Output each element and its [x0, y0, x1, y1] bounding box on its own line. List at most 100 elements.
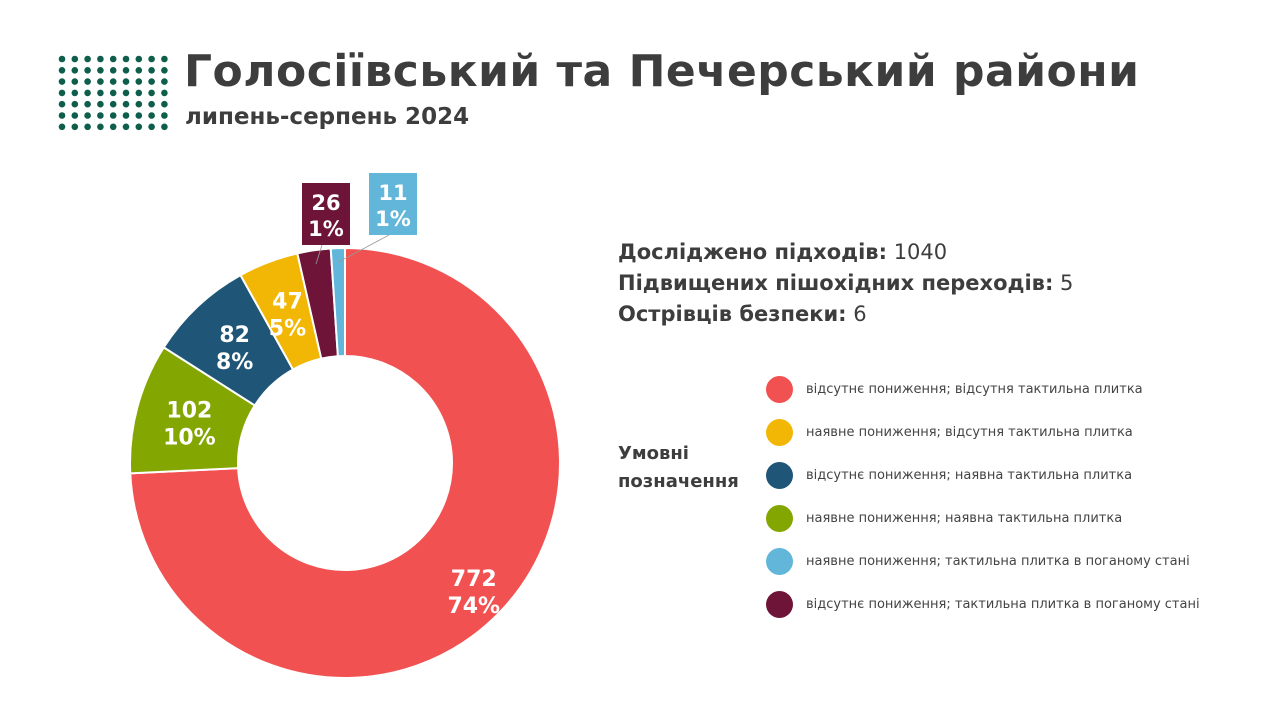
dot: [135, 89, 143, 97]
dot: [97, 89, 104, 97]
slice-0: [129, 246, 561, 679]
legend-item: наявне пониження; наявна тактильна плитк…: [766, 497, 1200, 540]
legend-item: наявне пониження; тактильна плитка в пог…: [766, 540, 1200, 583]
dot: [161, 67, 168, 74]
dot: [109, 112, 117, 119]
dot: [148, 78, 155, 85]
dot: [122, 100, 130, 108]
slice-5: [329, 246, 346, 358]
dot: [135, 67, 143, 74]
legend-label: наявне пониження; відсутня тактильна пли…: [806, 425, 1133, 440]
stat-islands: Острівців безпеки: 6: [618, 302, 867, 326]
dot: [148, 112, 155, 119]
data-label-value: 11: [378, 181, 407, 205]
dot: [122, 89, 130, 97]
dot: [71, 89, 79, 97]
legend-item: наявне пониження; відсутня тактильна пли…: [766, 411, 1200, 454]
dot: [109, 123, 117, 131]
dot: [71, 123, 79, 131]
data-label-value: 47: [272, 290, 303, 315]
legend-label: відсутнє пониження; тактильна плитка в п…: [806, 597, 1200, 612]
legend-swatch: [766, 376, 793, 403]
dot: [161, 89, 168, 97]
legend-item: відсутнє пониження; тактильна плитка в п…: [766, 583, 1200, 626]
dot: [71, 78, 79, 85]
dot: [161, 123, 168, 131]
page-title: Голосіївський та Печерський райони: [184, 46, 1140, 97]
stat-raised-crossings: Підвищених пішохідних переходів: 5: [618, 271, 1074, 295]
data-label-value: 102: [166, 399, 212, 424]
dot: [58, 123, 66, 131]
dot: [122, 123, 130, 131]
page-subtitle: липень-серпень 2024: [185, 104, 470, 130]
dot: [161, 112, 168, 119]
legend-item: відсутнє пониження; відсутня тактильна п…: [766, 368, 1200, 411]
dot: [84, 112, 91, 119]
legend-label: відсутнє пониження; відсутня тактильна п…: [806, 382, 1143, 397]
dot-grid-logo: [58, 55, 168, 131]
data-label-value: 772: [451, 567, 497, 592]
dot: [58, 55, 66, 63]
dot: [148, 89, 155, 97]
data-label-pct: 1%: [375, 207, 411, 231]
dot: [71, 112, 79, 119]
dot: [97, 78, 104, 85]
legend: відсутнє пониження; відсутня тактильна п…: [766, 368, 1200, 626]
dot: [122, 67, 130, 74]
dot: [58, 67, 66, 74]
dot: [148, 100, 155, 108]
dot: [97, 67, 104, 74]
data-label-pct: 74%: [447, 594, 500, 619]
dot: [148, 67, 155, 74]
stat-approaches: Досліджено підходів: 1040: [618, 240, 948, 264]
dot: [97, 55, 104, 63]
legend-label: відсутнє пониження; наявна тактильна пли…: [806, 468, 1133, 483]
dot: [109, 78, 117, 85]
legend-swatch: [766, 548, 793, 575]
dot: [148, 55, 155, 63]
legend-swatch: [766, 505, 793, 532]
dot: [71, 100, 79, 108]
legend-item: відсутнє пониження; наявна тактильна пли…: [766, 454, 1200, 497]
dot: [58, 89, 66, 97]
dot: [109, 55, 117, 63]
dot: [84, 123, 91, 131]
dot: [84, 100, 91, 108]
data-label-value: 26: [311, 191, 340, 215]
dot: [97, 112, 104, 119]
dot: [161, 78, 168, 85]
data-label-value: 82: [219, 323, 250, 348]
dot: [161, 55, 168, 63]
dot: [109, 100, 117, 108]
dot: [84, 89, 91, 97]
legend-swatch: [766, 462, 793, 489]
dot: [84, 67, 91, 74]
leader-line: [338, 234, 390, 263]
dot: [71, 55, 79, 63]
dot: [135, 123, 143, 131]
data-label-pct: 10%: [163, 426, 216, 451]
dot: [161, 100, 168, 108]
leader-line: [315, 244, 323, 265]
data-label-pct: 5%: [269, 317, 306, 342]
legend-swatch: [766, 419, 793, 446]
dot: [135, 100, 143, 108]
dot: [109, 67, 117, 74]
legend-label: наявне пониження; наявна тактильна плитк…: [806, 511, 1123, 526]
dot: [135, 78, 143, 85]
dot: [71, 67, 79, 74]
dot: [135, 55, 143, 63]
legend-label: наявне пониження; тактильна плитка в пог…: [806, 554, 1190, 569]
dot: [109, 89, 117, 97]
dot: [58, 100, 66, 108]
dot: [58, 112, 66, 119]
dot: [135, 112, 143, 119]
dot: [97, 100, 104, 108]
dot: [84, 78, 91, 85]
data-label-pct: 8%: [216, 350, 253, 375]
dot: [122, 112, 130, 119]
data-label-box: [369, 173, 417, 235]
data-label-box: [302, 183, 350, 245]
dot: [122, 55, 130, 63]
